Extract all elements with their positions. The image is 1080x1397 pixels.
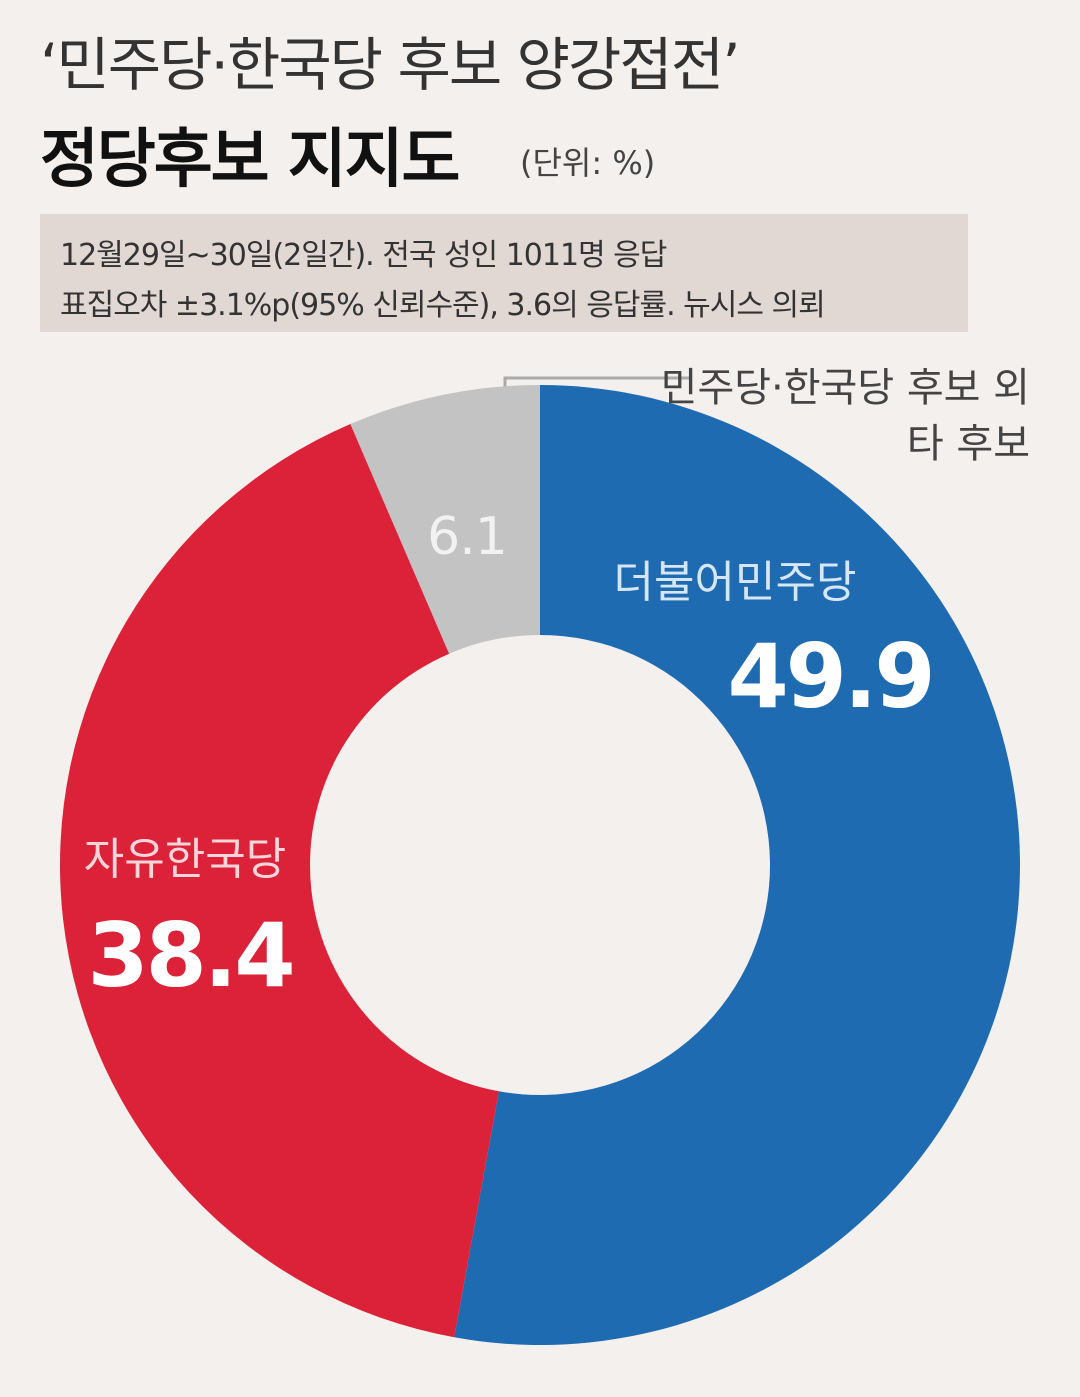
- donut-slice: [454, 385, 1020, 1345]
- value-label: 49.9: [727, 625, 932, 728]
- donut-slice: [60, 424, 499, 1338]
- unit-label: (단위: %): [520, 144, 656, 182]
- donut-slice: [350, 385, 540, 654]
- category-label: 민주당·한국당 후보 외 타 후보: [660, 365, 1030, 467]
- note: 12월29일~30일(2일간). 전국 성인 1011명 응답: [60, 238, 667, 273]
- note-box: [40, 214, 968, 332]
- value-label: 6.1: [427, 507, 507, 567]
- value-label: 38.4: [87, 904, 292, 1007]
- category-label: 자유한국당: [84, 834, 286, 885]
- note: 표집오차 ±3.1%p(95% 신뢰수준), 3.6의 응답률. 뉴시스 의뢰: [60, 288, 826, 323]
- category-label: 더불어민주당: [614, 557, 857, 608]
- subtitle: ‘민주당·한국당 후보 양강접전’: [40, 31, 741, 99]
- chart-title: 정당후보 지지도: [40, 123, 460, 197]
